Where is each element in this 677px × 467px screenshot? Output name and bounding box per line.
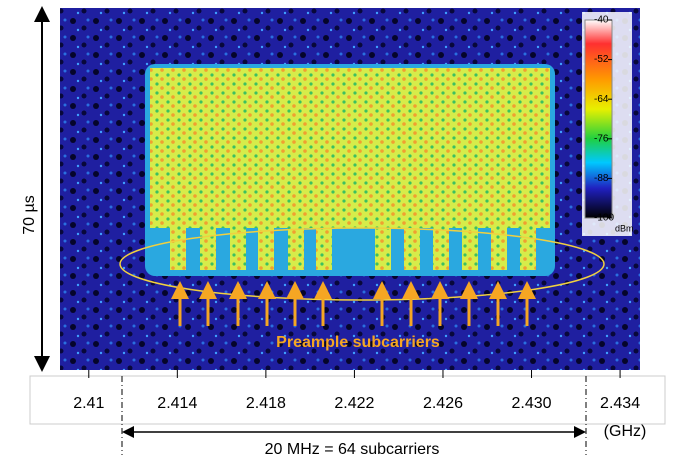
preamble-bar <box>404 228 420 270</box>
preamble-bar <box>375 228 391 270</box>
x-tick-label: 2.434 <box>600 395 640 412</box>
axis-box <box>29 375 666 425</box>
preamble-bar <box>200 228 216 270</box>
colorbar-tick-label: -40 <box>594 15 609 26</box>
x-unit: (GHz) <box>604 423 647 440</box>
preamble-arrows <box>171 281 536 326</box>
preamble-bar <box>316 228 332 270</box>
x-tick-label: 2.418 <box>246 395 286 412</box>
preamble-bar <box>230 228 246 270</box>
preamble-bar <box>491 228 507 270</box>
preamble-bar <box>258 228 274 270</box>
colorbar <box>584 19 613 219</box>
colorbar-tick-label: -100 <box>594 213 614 224</box>
x-tick-label: 2.414 <box>157 395 197 412</box>
colorbar-tick-label: -52 <box>594 54 609 65</box>
annotation: 20 MHz = 64 subcarriers <box>265 441 440 458</box>
x-tick-label: 2.430 <box>512 395 552 412</box>
spectrogram-image <box>60 8 640 370</box>
colorbar-unit: dBm <box>615 223 634 233</box>
preamble-bar <box>433 228 449 270</box>
colorbar-tick-label: -64 <box>594 94 609 105</box>
x-tick-label: 2.41 <box>73 395 104 412</box>
x-tick-label: 2.422 <box>334 395 374 412</box>
preamble-ellipse <box>119 227 605 301</box>
preamble-bar <box>520 228 536 270</box>
x-tick-label: 2.426 <box>423 395 463 412</box>
preamble-bar <box>462 228 478 270</box>
colorbar-tick-label: -76 <box>594 133 609 144</box>
preamble-bar <box>288 228 304 270</box>
colorbar-tick-label: -88 <box>594 173 609 184</box>
annotation: Preample subcarriers <box>276 334 440 351</box>
y-label: 70 µs <box>21 195 38 234</box>
preamble-bar <box>170 228 186 270</box>
